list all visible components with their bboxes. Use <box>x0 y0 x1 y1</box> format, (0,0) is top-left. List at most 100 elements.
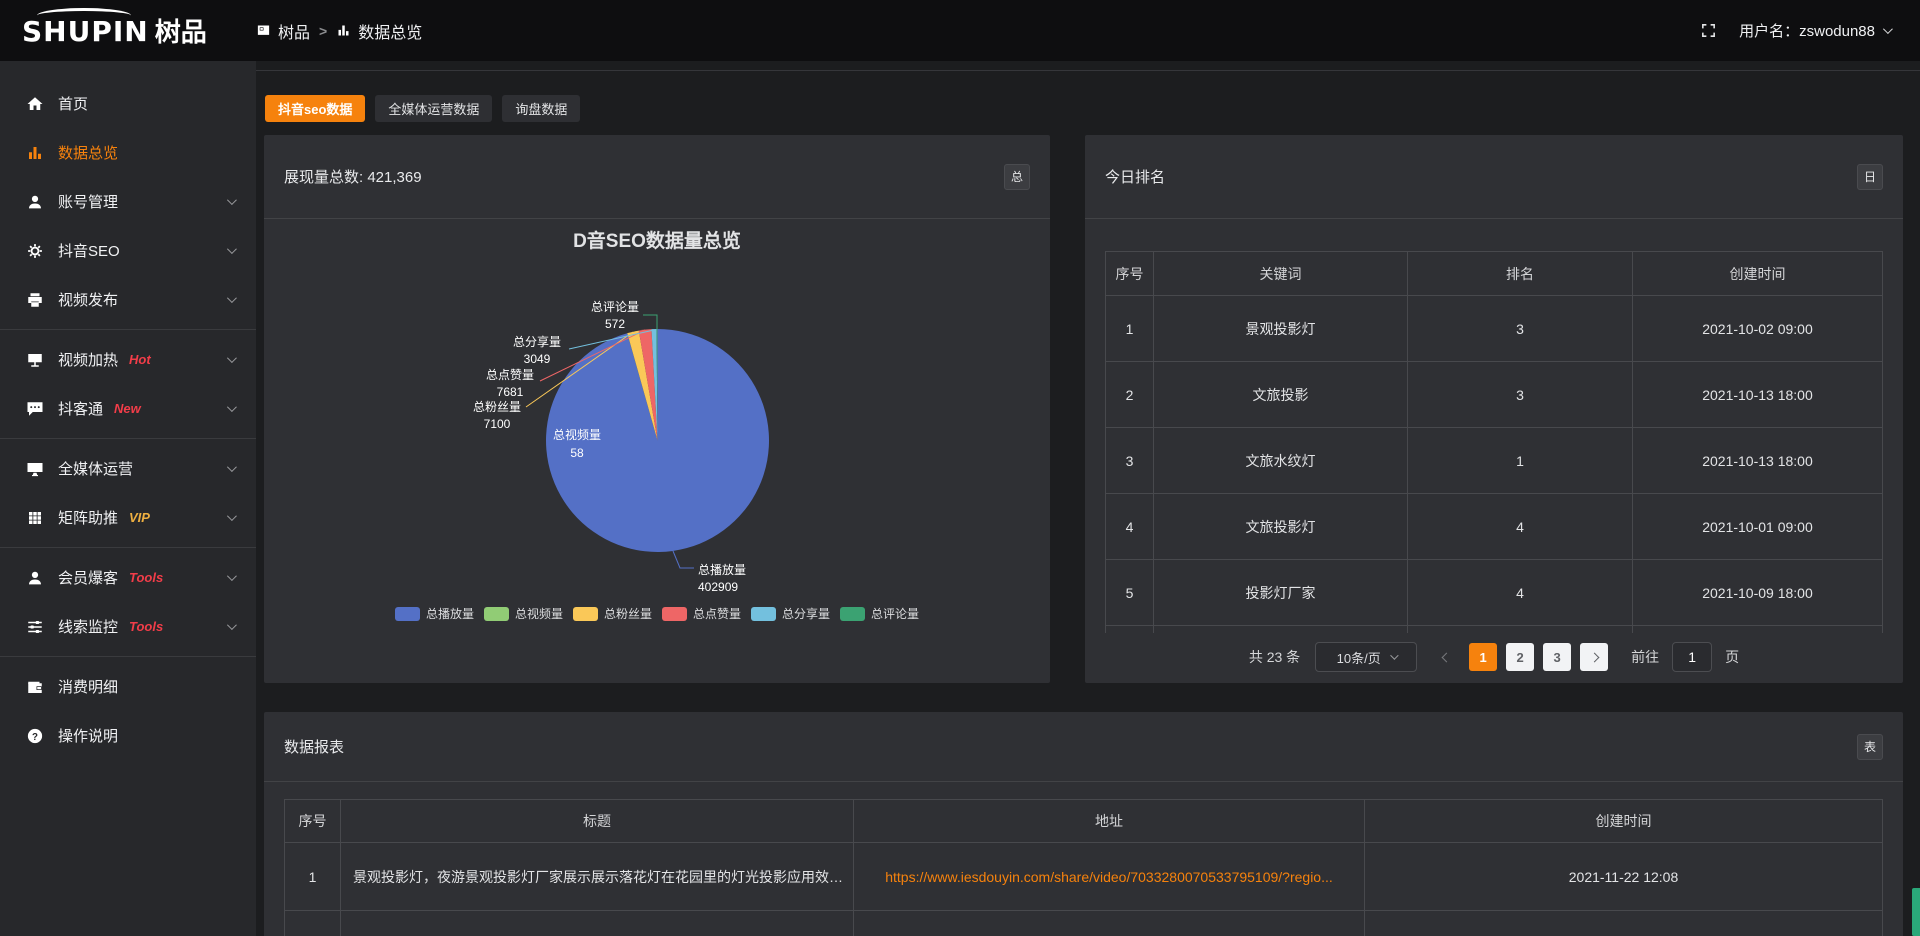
sidebar-item-label: 首页 <box>58 96 89 113</box>
pie-slice-总视频量[interactable] <box>627 333 658 441</box>
chevron-down-icon <box>226 244 237 255</box>
pie-label-name: 总评论量 <box>591 300 639 314</box>
table-cell: 3 <box>1407 295 1633 362</box>
table-cell <box>284 910 341 936</box>
sidebar-item-matrix-boost[interactable]: 矩阵助推 VIP <box>0 493 256 542</box>
legend-item[interactable]: 总点赞量 <box>662 605 741 622</box>
user-menu[interactable]: 用户名：zswodun88 <box>1739 20 1893 41</box>
wallet-icon <box>25 677 45 697</box>
legend-item[interactable]: 总播放量 <box>394 605 474 622</box>
table-cell: 4 <box>1105 493 1154 560</box>
chevron-down-icon <box>226 620 237 631</box>
page-button-1[interactable]: 1 <box>1469 643 1498 671</box>
monitor-icon <box>25 459 45 479</box>
page-size-select[interactable]: 10条/页 <box>1315 642 1418 672</box>
sidebar-item-video-publish[interactable]: 视频发布 <box>0 275 256 324</box>
pie-slice-总评论量[interactable] <box>656 328 658 441</box>
sidebar-item-data-overview[interactable]: 数据总览 <box>0 128 256 177</box>
printer-icon <box>25 290 45 310</box>
overview-panel-header: 展现量总数: 421,369 总 <box>264 135 1050 219</box>
hot-badge: Hot <box>129 352 151 367</box>
pie-slice-总点赞量[interactable] <box>638 329 658 441</box>
table-row: 5 投影灯厂家 4 2021-10-09 18:00 <box>1105 559 1883 626</box>
report-table: 序号 标题 地址 创建时间 1 景观投影灯，夜游景观投影灯厂家展示展示落花灯在花园里的灯… <box>284 799 1883 936</box>
sidebar-item-label: 账号管理 <box>58 194 119 211</box>
legend-swatch <box>840 606 866 621</box>
corner-widget[interactable] <box>1912 888 1920 936</box>
legend-swatch <box>572 606 598 621</box>
tab-inquiry-data[interactable]: 询盘数据 <box>502 95 581 122</box>
sidebar-item-consumption-detail[interactable]: 消费明细 <box>0 662 256 711</box>
sidebar-item-operation-guide[interactable]: ? 操作说明 <box>0 711 256 760</box>
sidebar-item-video-heating[interactable]: 视频加热 Hot <box>0 335 256 384</box>
table-cell: 景观投影灯 <box>1153 295 1408 362</box>
bar-chart-icon <box>25 143 45 163</box>
table-cell: 文旅水纹灯 <box>1153 427 1408 494</box>
chevron-down-icon <box>226 353 237 364</box>
chevron-down-icon <box>226 293 237 304</box>
chevron-down-icon <box>1389 651 1399 660</box>
user-label: 用户名：zswodun88 <box>1739 23 1875 40</box>
next-page-button[interactable] <box>1580 643 1609 671</box>
legend-item[interactable]: 总评论量 <box>840 605 919 622</box>
report-table-header-row: 序号 标题 地址 创建时间 <box>284 799 1883 843</box>
pie-slice-总播放量[interactable] <box>546 329 770 552</box>
sidebar-item-member-baoke[interactable]: 会员爆客 Tools <box>0 553 256 602</box>
legend-item[interactable]: 总分享量 <box>751 605 830 622</box>
sidebar-item-media-operation[interactable]: 全媒体运营 <box>0 444 256 493</box>
video-link[interactable]: https://www.iesdouyin.com/share/video/70… <box>853 842 1365 911</box>
breadcrumb-root[interactable]: 树品 <box>256 19 310 43</box>
page-button-3[interactable]: 3 <box>1543 643 1572 671</box>
report-table-toggle[interactable]: 表 <box>1856 733 1883 760</box>
breadcrumb-current[interactable]: 数据总览 <box>336 19 422 43</box>
table-cell: 3 <box>1105 427 1154 494</box>
sidebar-item-account-management[interactable]: 账号管理 <box>0 177 256 226</box>
table-row: 2 文旅投影 3 2021-10-13 18:00 <box>1105 361 1883 428</box>
table-cell <box>1153 625 1408 633</box>
pie-label-value: 7681 <box>497 385 524 399</box>
pie-slice-总分享量[interactable] <box>651 329 658 441</box>
pie-slice-总粉丝量[interactable] <box>627 330 658 441</box>
prev-page-button[interactable] <box>1432 643 1460 671</box>
ranking-title: 今日排名 <box>1105 169 1166 186</box>
column-header: 序号 <box>1105 251 1154 296</box>
seo-pie-chart[interactable]: D音SEO数据量总览 总播放量 402909 总视频量 58 总粉丝量 7100 总点赞量 7… <box>264 219 1050 639</box>
legend-item[interactable]: 总视频量 <box>483 605 563 622</box>
overview-total-toggle[interactable]: 总 <box>1003 163 1030 190</box>
fullscreen-icon[interactable] <box>1700 22 1717 39</box>
sidebar-item-doukutong[interactable]: 抖客通 New <box>0 384 256 433</box>
sidebar-divider <box>0 438 256 439</box>
table-cell: 2021-10-13 18:00 <box>1632 427 1883 494</box>
legend-label: 总点赞量 <box>693 607 742 621</box>
table-cell: 投影灯厂家 <box>1153 559 1408 626</box>
sidebar-item-clue-monitor[interactable]: 线索监控 Tools <box>0 602 256 651</box>
monitor-stand-icon <box>25 350 45 370</box>
sidebar-item-label: 操作说明 <box>58 728 119 745</box>
legend-swatch <box>662 606 687 621</box>
tab-douyin-seo-data[interactable]: 抖音seo数据 <box>265 95 366 122</box>
page-button-2[interactable]: 2 <box>1506 643 1535 671</box>
sidebar-divider <box>0 329 256 330</box>
tab-media-operation-data[interactable]: 全媒体运营数据 <box>375 95 493 122</box>
goto-page-input[interactable]: 1 <box>1672 642 1713 672</box>
sidebar-item-douyin-seo[interactable]: 抖音SEO <box>0 226 256 275</box>
sidebar-item-label: 视频发布 <box>58 292 119 309</box>
table-cell <box>1364 910 1883 936</box>
pie-label-value: 7100 <box>484 417 511 431</box>
sidebar-item-label: 抖客通 <box>58 401 104 418</box>
ranking-table: 序号 关键词 排名 创建时间 1 景观投影灯 3 2021-10-02 09:00 2 文旅投影… <box>1105 251 1883 633</box>
report-panel-header: 数据报表 表 <box>264 712 1903 782</box>
pie-label-value: 3049 <box>524 352 551 366</box>
app-window-icon <box>256 23 271 38</box>
main-content: 抖音seo数据 全媒体运营数据 询盘数据 展现量总数: 421,369 总 D音… <box>256 61 1920 936</box>
chevron-right-icon <box>1589 652 1600 662</box>
pie-label-name: 总视频量 <box>553 427 601 442</box>
table-cell: 2021-10-01 09:00 <box>1632 493 1883 560</box>
chevron-down-icon <box>226 511 237 522</box>
pie-label-line <box>672 550 694 569</box>
column-header: 序号 <box>284 799 341 843</box>
legend-item[interactable]: 总粉丝量 <box>572 605 652 622</box>
sidebar-item-home[interactable]: 首页 <box>0 79 256 128</box>
table-cell: 5 <box>1105 559 1154 626</box>
ranking-day-toggle[interactable]: 日 <box>1856 163 1883 190</box>
